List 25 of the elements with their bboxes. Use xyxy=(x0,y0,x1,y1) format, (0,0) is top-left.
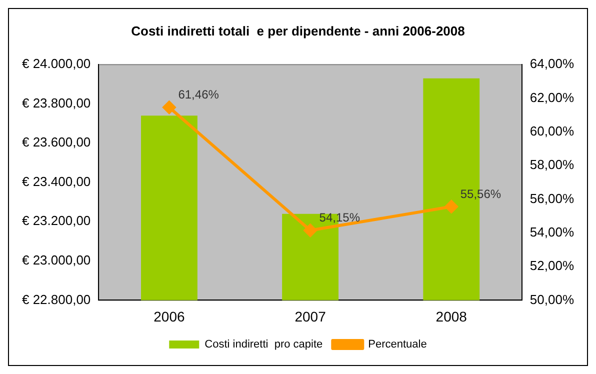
point xyxy=(304,224,317,237)
y-tick-label: € 23.600,00 xyxy=(22,134,91,150)
y2-tick-label: 52,00% xyxy=(530,258,574,274)
y-tick-label: € 23.400,00 xyxy=(22,174,91,189)
y2-tick-label: 50,00% xyxy=(530,292,574,307)
point xyxy=(162,100,176,114)
point xyxy=(444,200,458,214)
y-tick-label: € 22.800,00 xyxy=(22,292,91,307)
y-tick-label: € 24.000,00 xyxy=(22,56,91,72)
x-tick-label: 2006 xyxy=(154,308,185,324)
legend-label: Costi indiretti pro capite xyxy=(204,338,323,351)
y2-tick-label: 62,00% xyxy=(530,90,574,105)
x-tick-label: 2007 xyxy=(294,308,326,324)
y2-tick-label: 64,00% xyxy=(530,56,574,72)
legend-label: Percentuale xyxy=(368,338,427,351)
y-tick-label: € 23.800,00 xyxy=(22,95,91,110)
data-label: 61,46% xyxy=(178,88,220,102)
y2-tick-label: 54,00% xyxy=(530,224,574,240)
y-tick-label: € 23.000,00 xyxy=(22,252,91,268)
y2-tick-label: 60,00% xyxy=(530,123,574,138)
x-tick-label: 2008 xyxy=(436,308,468,324)
y-tick-label: € 23.200,00 xyxy=(22,213,91,228)
chart-title: Costi indiretti totali e per dipendente - anni 2006-2008 xyxy=(131,23,465,38)
y2-tick-label: 56,00% xyxy=(530,190,574,206)
y2-tick-label: 58,00% xyxy=(530,157,574,172)
